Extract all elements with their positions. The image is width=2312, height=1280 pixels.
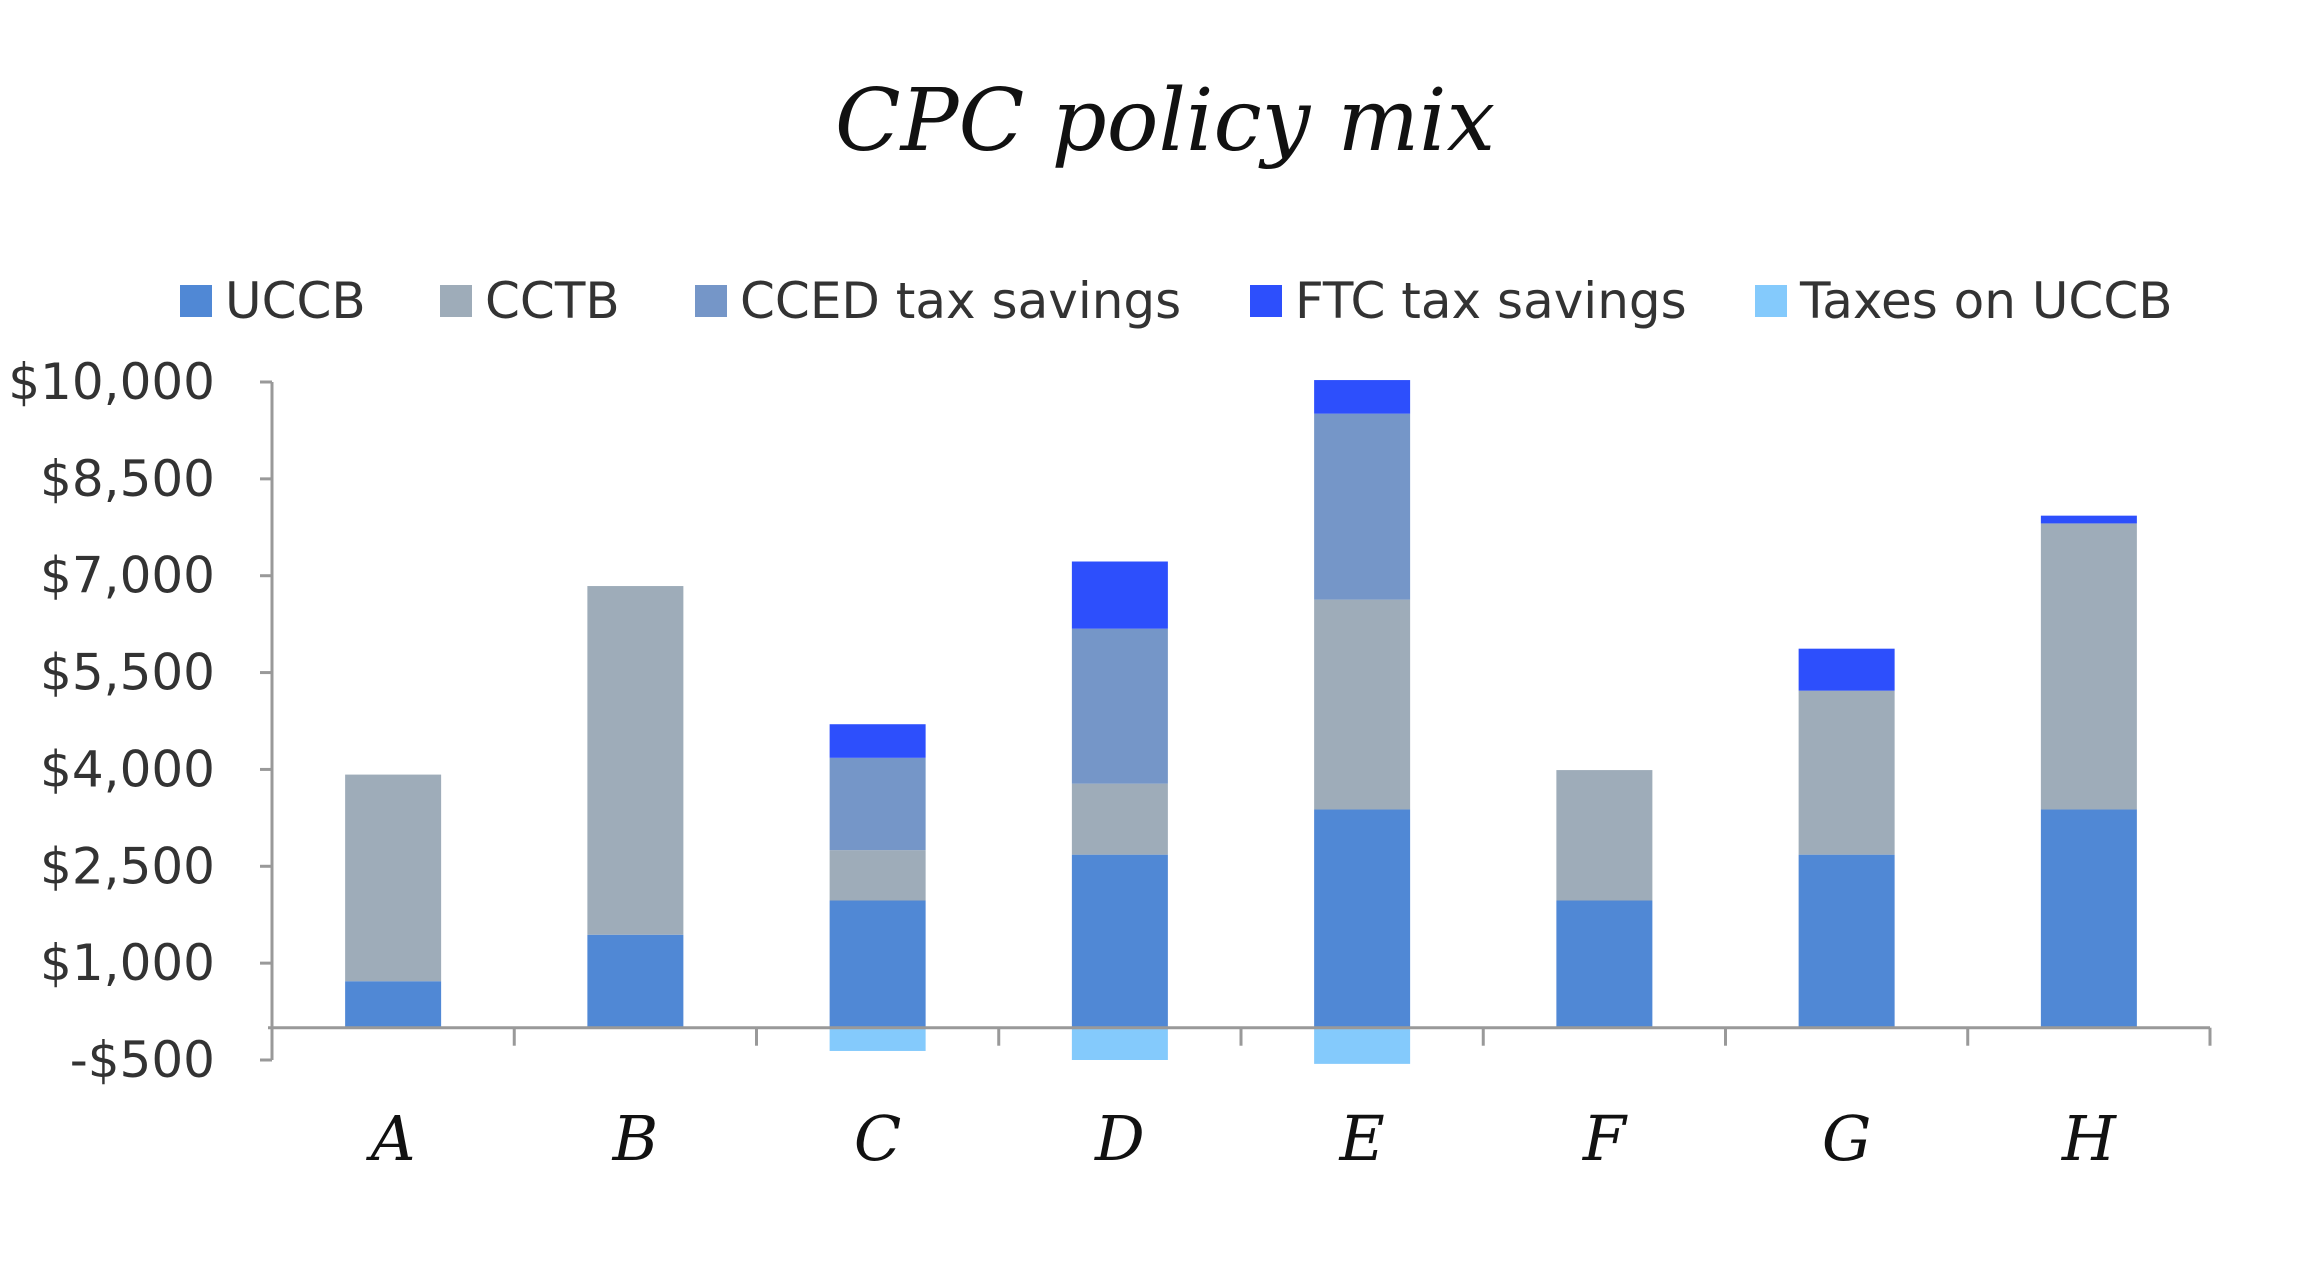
y-axis: $10,000 $8,500 $7,000 $5,500 $4,000 $2,500 $1,… (8, 353, 274, 1089)
bar-segment (2040, 515, 2137, 524)
x-tick-label: G (1822, 1102, 1872, 1175)
x-axis: A B C D E F G H (268, 1026, 2212, 1175)
x-tick-label: D (1094, 1102, 1145, 1175)
bar-segment (1071, 783, 1168, 855)
bar-segment (1071, 1027, 1168, 1060)
legend-swatch (695, 285, 727, 317)
bar-segment (1314, 1027, 1411, 1064)
plot-area (345, 380, 2137, 1064)
bar-segment (1071, 854, 1168, 1028)
bar-segment (1798, 648, 1895, 691)
legend-swatch (1755, 285, 1787, 317)
bar-segment (587, 934, 684, 1028)
x-tick-label: A (366, 1102, 416, 1175)
bar-segment (829, 1027, 926, 1051)
x-tick-label: B (612, 1102, 659, 1175)
legend-swatch (180, 285, 212, 317)
y-tick-label: $4,000 (40, 740, 215, 798)
bar-segment (1798, 854, 1895, 1028)
legend-swatch (440, 285, 472, 317)
bar-segment (345, 981, 442, 1028)
bar-segment (2040, 809, 2137, 1028)
bar-segment (829, 757, 926, 851)
bar-segment (587, 586, 684, 935)
x-tick-label: H (2061, 1102, 2118, 1175)
y-tick-label: $2,500 (40, 837, 215, 895)
bar-segment (829, 850, 926, 901)
y-tick-label: -$500 (70, 1031, 215, 1089)
bar-segment (345, 774, 442, 982)
x-tick-label: F (1582, 1102, 1628, 1175)
bar-segment (1314, 599, 1411, 810)
x-tick-label: C (854, 1102, 901, 1175)
y-tick-label: $10,000 (8, 353, 215, 411)
bar-segment (1314, 413, 1411, 600)
bar-segment (1314, 380, 1411, 414)
legend-label: CCED tax savings (740, 272, 1181, 330)
x-tick-label: E (1338, 1102, 1384, 1175)
bar-segment (829, 900, 926, 1028)
y-tick-label: $8,500 (40, 450, 215, 508)
y-tick-label: $1,000 (40, 934, 215, 992)
chart-legend: UCCB CCTB CCED tax savings FTC tax savings T… (180, 272, 2173, 330)
legend-swatch (1250, 285, 1282, 317)
chart-title: CPC policy mix (835, 71, 1495, 171)
bar-segment (1556, 770, 1653, 901)
legend-label: CCTB (485, 272, 620, 330)
bar-segment (2040, 523, 2137, 810)
bar-segment (1071, 561, 1168, 629)
y-tick-label: $5,500 (40, 644, 215, 702)
legend-label: UCCB (225, 272, 366, 330)
legend-label: FTC tax savings (1295, 272, 1687, 330)
bar-segment (1314, 809, 1411, 1028)
bar-segment (1071, 628, 1168, 784)
legend-label: Taxes on UCCB (1799, 272, 2173, 330)
bar-segment (829, 724, 926, 758)
y-tick-label: $7,000 (40, 547, 215, 605)
bar-segment (1556, 900, 1653, 1028)
bar-segment (1798, 690, 1895, 855)
